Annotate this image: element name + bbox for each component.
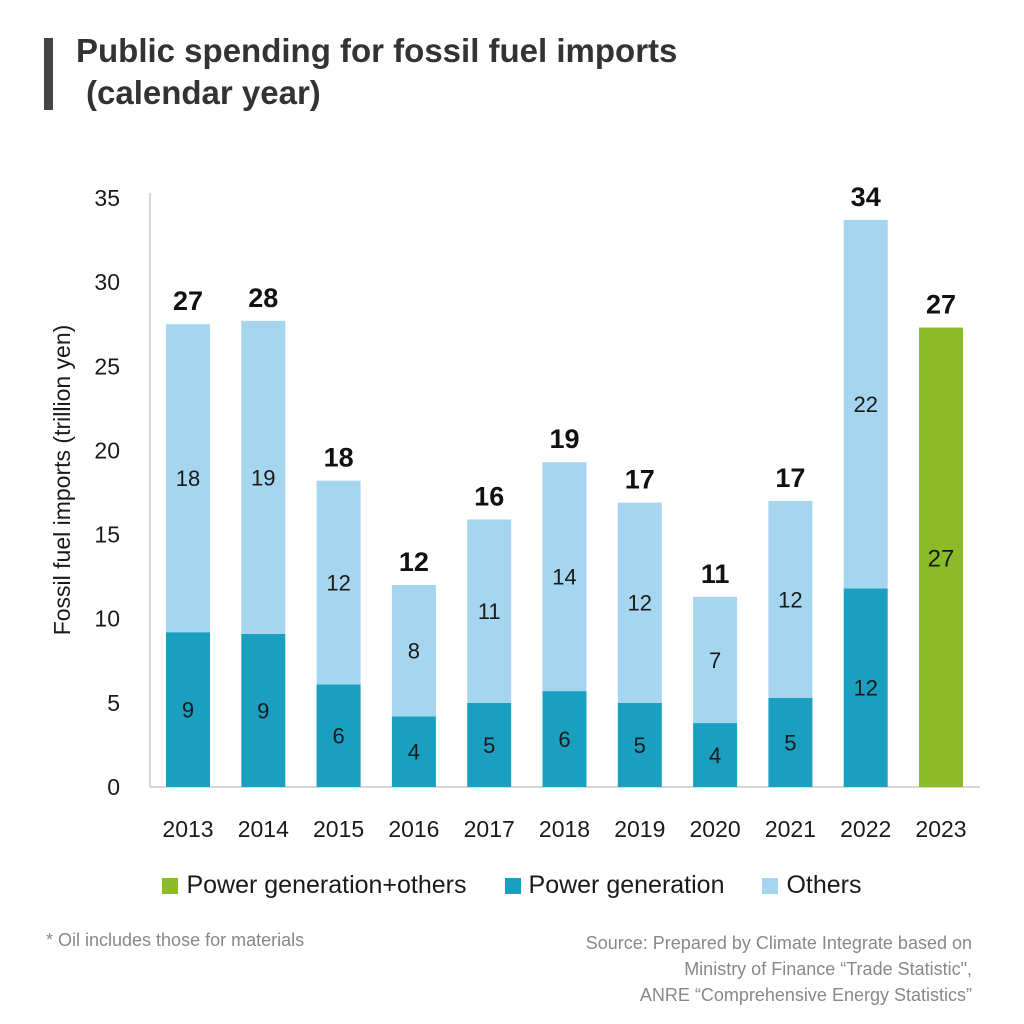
y-tick-label: 0: [107, 774, 120, 800]
bar-value-label: 6: [332, 724, 344, 749]
bar-power-generation: [391, 716, 436, 787]
bar-value-label: 9: [257, 698, 269, 723]
x-tick-label: 2016: [388, 816, 439, 842]
bar-total-label: 17: [625, 465, 655, 495]
bar-value-label: 22: [853, 392, 877, 417]
source-line: Ministry of Finance “Trade Statistic",: [684, 959, 972, 979]
y-tick-label: 15: [94, 522, 120, 548]
legend-item-power: Power generation: [504, 871, 725, 900]
title-line-1: Public spending for fossil fuel imports: [76, 32, 678, 69]
x-tick-label: 2013: [162, 816, 213, 842]
x-tick-label: 2015: [313, 816, 364, 842]
bar-others: [843, 219, 888, 589]
bar-value-label: 6: [558, 727, 570, 752]
bar-total-label: 28: [248, 283, 278, 313]
legend-swatch-combined: [162, 877, 179, 894]
x-tick-label: 2018: [539, 816, 590, 842]
bar-others: [617, 502, 662, 703]
footnote: * Oil includes those for materials: [46, 930, 305, 950]
y-axis-label: Fossil fuel imports (trillion yen): [49, 325, 75, 636]
bar-total-label: 18: [324, 443, 354, 473]
bar-value-label: 18: [176, 466, 200, 491]
bar-others: [467, 519, 512, 703]
legend-label: Others: [786, 871, 862, 899]
bar-others: [391, 585, 436, 717]
y-tick-label: 5: [107, 690, 120, 716]
bar-power-generation: [843, 588, 888, 787]
bar-total-label: 27: [173, 286, 203, 316]
source-line: Source: Prepared by Climate Integrate ba…: [585, 933, 972, 953]
bar-total-label: 12: [399, 547, 429, 577]
bar-power-generation: [617, 702, 662, 787]
bar-others: [166, 324, 210, 633]
bar-total-label: 27: [926, 290, 956, 320]
x-tick-label: 2021: [765, 816, 816, 842]
x-tick-label: 2019: [614, 816, 665, 842]
bar-total-label: 16: [474, 481, 504, 511]
title-accent-bar: [44, 38, 53, 110]
bar-others: [768, 500, 813, 698]
x-tick-label: 2014: [238, 816, 289, 842]
legend-label: Power generation+others: [186, 871, 467, 899]
bar-total-label: 17: [775, 463, 805, 493]
bar-power-generation: [542, 691, 587, 787]
bar-combined: [919, 327, 963, 787]
bar-value-label: 5: [634, 733, 646, 758]
bar-others: [542, 462, 587, 692]
bar-power-generation: [166, 632, 210, 787]
bar-power-generation: [467, 702, 512, 787]
bar-value-label: 4: [408, 740, 420, 765]
bar-value-label: 12: [628, 591, 652, 616]
x-tick-label: 2017: [464, 816, 515, 842]
bar-value-label: 5: [784, 730, 796, 755]
bar-value-label: 12: [778, 587, 802, 612]
title-line-2: (calendar year): [86, 74, 321, 111]
bar-value-label: 7: [709, 648, 721, 673]
bar-power-generation: [693, 723, 738, 787]
legend-item-combined: Power generation+others: [162, 871, 467, 900]
legend: Power generation+others Power generation…: [0, 871, 1024, 900]
bar-value-label: 19: [251, 465, 275, 490]
bar-power-generation: [768, 697, 813, 787]
legend-swatch-others: [762, 877, 779, 894]
bar-value-label: 11: [478, 599, 501, 624]
bar-total-label: 11: [701, 559, 730, 589]
bar-value-label: 5: [483, 733, 495, 758]
bar-others: [693, 596, 738, 724]
bar-power-generation: [316, 684, 361, 787]
chart-title: Public spending for fossil fuel imports …: [76, 30, 677, 114]
y-tick-label: 30: [94, 269, 120, 295]
x-tick-label: 2022: [840, 816, 891, 842]
bar-total-label: 34: [851, 182, 881, 212]
source-note: Source: Prepared by Climate Integrate ba…: [586, 930, 972, 1008]
bar-value-label: 4: [709, 743, 721, 768]
y-tick-label: 25: [94, 353, 120, 379]
bar-value-label: 12: [853, 676, 877, 701]
bar-others: [241, 320, 286, 634]
source-line: ANRE “Comprehensive Energy Statistics”: [639, 985, 972, 1005]
bar-others: [316, 480, 361, 685]
bar-value-label: 12: [326, 571, 350, 596]
legend-item-others: Others: [762, 871, 862, 900]
bar-value-label: 9: [182, 698, 194, 723]
bar-value-label: 27: [928, 545, 955, 572]
x-tick-label: 2023: [915, 816, 966, 842]
y-tick-label: 20: [94, 437, 120, 463]
bar-total-label: 19: [549, 424, 579, 454]
y-tick-label: 10: [94, 606, 120, 632]
legend-swatch-power: [504, 877, 521, 894]
bar-power-generation: [241, 633, 286, 787]
legend-label: Power generation: [528, 871, 725, 899]
bar-value-label: 8: [408, 639, 420, 664]
x-tick-label: 2020: [690, 816, 741, 842]
y-tick-label: 35: [94, 185, 120, 211]
bar-value-label: 14: [552, 565, 576, 590]
